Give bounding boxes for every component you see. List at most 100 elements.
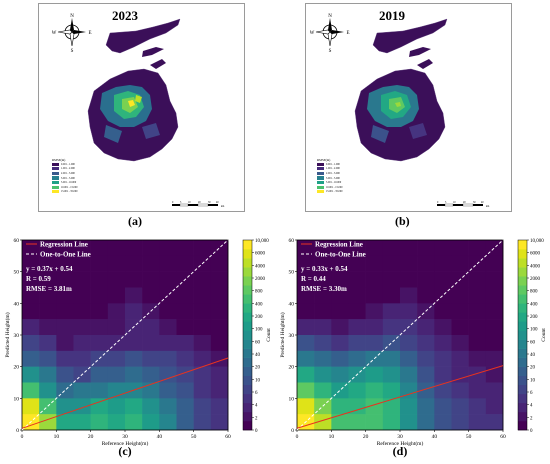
heatmap-cell [90,414,109,431]
y-tick-label: 40 [289,301,295,307]
heatmap-cell [434,366,452,383]
heatmap-cell [159,382,177,399]
one-to-one-line [296,239,504,431]
x-axis-label: Reference Height(m) [377,440,424,447]
colorbar-segment [518,384,527,395]
heatmap-cell [365,366,384,383]
heatmap-cell [382,240,401,257]
heatmap-cell [176,303,194,320]
colorbar-tick-label: 100 [530,328,538,333]
colorbar-segment [243,285,252,295]
heatmap-cell [73,287,91,304]
legend-item: 3.001 - 5.000 [317,176,357,181]
svg-text:5: 5 [445,201,447,204]
legend-item: 15.001 - 35.000 [52,190,92,195]
heatmap-cell [90,303,109,320]
colorbar-tick-label: 10 [255,378,261,383]
colorbar-tick-label: 20 [255,366,261,371]
heatmap-cell [159,255,177,272]
x-tick-label: 0 [296,434,299,440]
svg-text:20: 20 [463,201,466,204]
heatmap-cell [56,350,74,367]
legend-title: RMSE(m) [52,158,66,162]
colorbar-segment [518,258,527,268]
x-tick-label: 0 [21,434,24,440]
heatmap-cell [107,414,126,431]
svg-text:10: 10 [453,201,456,204]
heatmap-cell [297,350,315,367]
svg-text:N: N [328,14,332,19]
svg-text:40: 40 [481,201,484,204]
heatmap-cell [365,319,384,336]
heatmap-cell [176,350,194,367]
heatmap-cell [193,240,212,257]
heatmap-cell [382,287,401,304]
heatmap-cell [39,271,57,288]
legend-item: 1.001 - 2.000 [317,167,357,172]
heatmap-cell [107,366,126,383]
svg-text:30: 30 [473,201,476,204]
heatmap-cell [176,319,194,336]
legend-one-to-one-label: One-to-One Line [40,251,91,259]
heatmap-cell [22,350,40,367]
heatmap-cell [365,255,384,272]
heatmap-cell [348,255,366,272]
heatmap-cell [39,303,57,320]
heatmap-cell [297,303,315,320]
heatmap-cell [210,335,229,352]
panel-label-b: (b) [395,214,410,228]
heatmap-cell [176,240,194,257]
heatmap-cell [314,287,332,304]
heatmap-cell [73,350,91,367]
colorbar-frame [242,239,253,431]
heatmap-cell [142,255,160,272]
heatmap-cell [142,414,160,431]
heatmap-cell [297,398,315,415]
colorbar-tick-label: 10,000 [530,239,544,244]
legend-swatch [52,176,59,180]
legend-swatch [317,176,324,180]
x-tick-label: 30 [397,434,403,440]
heatmap-cell [176,255,194,272]
heatmap-cell [90,255,109,272]
legend-list: 0.001 - 1.000 1.001 - 2.000 2.001 - 3.000 3… [52,162,92,194]
heatmap-cell [39,366,57,383]
heatmap-cell [73,414,91,431]
colorbar-segment [518,420,527,431]
heatmap-cell [468,287,487,304]
legend-item: 5.001 - 10.000 [317,180,357,185]
legend-item: 5.001 - 10.000 [52,180,92,185]
legend-swatch [52,185,59,189]
heatmap-cell [331,287,349,304]
x-tick-label: 20 [363,434,369,440]
heatmap-cell [365,271,384,288]
heatmap-cell [331,240,349,257]
y-tick-label: 20 [14,365,20,371]
heatmap-cell [22,398,40,415]
colorbar-segment [243,249,252,259]
heatmap-cell [193,303,212,320]
heatmap-cell [210,319,229,336]
colorbar-tick-label: 800 [255,290,263,295]
legend-item: 10.001 - 15.000 [52,185,92,190]
heatmap-cell [56,366,74,383]
heatmap-cell [142,350,160,367]
heatmap-cell [434,382,452,399]
heatmap-cell [297,366,315,383]
heatmap-cell [90,335,109,352]
heatmap-cell [142,382,160,399]
legend-item: 1.001 - 2.000 [52,167,92,172]
heatmap-cell [485,255,504,272]
heatmap-cell [176,398,194,415]
stats-annotation: y = 0.33x + 0.54 [301,265,348,273]
panel-label-a: (a) [128,214,142,228]
colorbar-frame [517,239,528,431]
heatmap-cell [417,240,435,257]
colorbar-segment [518,321,527,331]
heatmap-cell [417,366,435,383]
legend-label: 10.001 - 15.000 [61,185,78,189]
x-tick-label: 60 [225,434,231,440]
map-year-title: 2023 [112,8,138,23]
heatmap-cell [22,287,40,304]
